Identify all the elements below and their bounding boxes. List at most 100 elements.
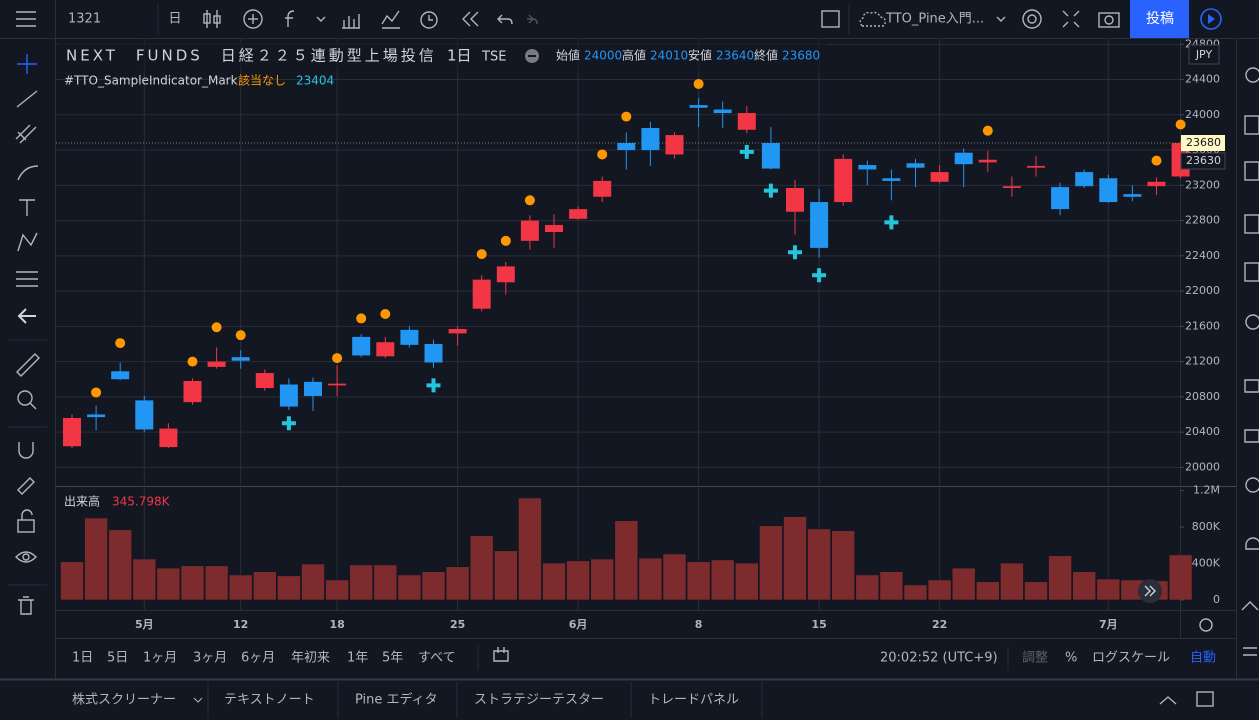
candle-body: [978, 159, 997, 163]
below-marker: [788, 245, 802, 260]
tab[interactable]: ストラテジーテスター: [474, 693, 604, 708]
drawing-tools[interactable]: [15, 54, 40, 615]
ohlc-label: 安値: [688, 48, 712, 63]
volume-bar: [1096, 578, 1121, 601]
above-marker: [91, 387, 102, 398]
date-range-icon[interactable]: [493, 647, 509, 662]
ohlc-value: 24010: [650, 49, 688, 63]
volume-bar: [493, 550, 518, 601]
volume-bar: [590, 558, 615, 601]
volume-bar: [373, 564, 398, 601]
tab[interactable]: 株式スクリーナー: [72, 693, 176, 708]
tab[interactable]: トレードパネル: [648, 693, 739, 708]
publish-label[interactable]: 投稿: [1146, 11, 1174, 27]
candle-body: [231, 357, 250, 361]
x-tick-label: 8: [695, 618, 703, 631]
auto-scale[interactable]: 自動: [1190, 651, 1216, 666]
volume-bar: [710, 559, 735, 601]
tab-bar: [0, 679, 1259, 720]
candle-body: [352, 336, 371, 356]
candle-body: [617, 143, 636, 151]
volume-bar: [421, 571, 446, 601]
volume-pane: [60, 497, 1193, 601]
range-button[interactable]: 5日: [107, 651, 128, 666]
range-button[interactable]: 1ヶ月: [143, 651, 177, 666]
candle-body: [906, 163, 925, 168]
y-tick-label: 22400: [1185, 249, 1220, 262]
percent[interactable]: %: [1065, 651, 1077, 666]
candle-body: [376, 342, 395, 357]
currency-box[interactable]: [1188, 44, 1220, 65]
scroll-icon: [1144, 585, 1156, 597]
tab-dropdown: [193, 697, 203, 703]
volume-bar: [325, 579, 349, 601]
log-scale[interactable]: ログスケール: [1092, 651, 1170, 666]
axes: 2000020400208002120021600220002240022800…: [135, 37, 1226, 631]
x-tick-label: 25: [450, 618, 465, 631]
y-tick-label: 21600: [1185, 319, 1220, 332]
volume-bar: [277, 575, 301, 601]
tab[interactable]: Pine エディタ: [355, 692, 438, 708]
below-marker: [281, 416, 296, 431]
volume-bar: [566, 560, 590, 601]
volume-bar: [662, 553, 687, 601]
interval[interactable]: 日: [168, 12, 181, 27]
range-button[interactable]: すべて: [418, 651, 456, 666]
tab[interactable]: テキストノート: [224, 693, 315, 708]
price-label: 23680: [1186, 136, 1221, 149]
candle-body: [834, 158, 853, 203]
clock: 20:02:52 (UTC+9): [880, 651, 998, 666]
candle-body: [593, 180, 612, 197]
range-button[interactable]: 3ヶ月: [193, 651, 227, 666]
volume-bar: [204, 565, 229, 601]
volume-bar: [349, 564, 374, 601]
volume-bar: [228, 574, 253, 601]
volume-bar: [831, 530, 856, 601]
volume-bar: [951, 567, 976, 601]
symbol[interactable]: 1321: [68, 12, 101, 27]
ohlc-legend: 始値 24000 高値 24010 安値 23640 終値 23680: [556, 48, 820, 63]
x-tick-label: 15: [811, 618, 826, 631]
ohlc-value: 23640: [716, 49, 754, 63]
y-tick-label: 23200: [1185, 178, 1220, 191]
ohlc-value: 24000: [584, 49, 622, 63]
above-marker: [211, 322, 222, 333]
collapse-icon[interactable]: [1159, 696, 1177, 705]
settings-icon[interactable]: [1199, 618, 1213, 632]
volume-bar: [783, 516, 807, 601]
publish-button[interactable]: [1130, 0, 1189, 38]
currency: JPY: [1195, 48, 1213, 61]
right-sidebar-icons[interactable]: [1241, 67, 1259, 656]
candle-body: [1075, 172, 1094, 187]
above-marker: [1175, 119, 1186, 130]
candle-body: [1027, 165, 1045, 168]
x-tick-label: 18: [329, 618, 344, 631]
above-marker: [115, 338, 126, 349]
below-marker: [812, 268, 827, 283]
above-marker: [693, 78, 704, 89]
volume-tick-label: 400K: [1192, 557, 1221, 570]
ohlc-value: 23680: [782, 49, 820, 63]
play-button[interactable]: [1200, 8, 1222, 30]
range-button[interactable]: 1日: [72, 651, 93, 666]
indicator-value: 23404: [296, 74, 334, 88]
y-tick-label: 21200: [1185, 355, 1220, 368]
range-button[interactable]: 6ヶ月: [241, 651, 275, 666]
maximize-icon[interactable]: [1196, 691, 1214, 707]
volume-bar: [84, 517, 108, 601]
menu-icon[interactable]: [16, 11, 36, 27]
volume-bar: [1048, 555, 1072, 601]
toolbar-icons[interactable]: [203, 9, 1120, 29]
candle-body: [641, 128, 660, 151]
range-button[interactable]: 5年: [382, 651, 403, 666]
adjust[interactable]: 調整: [1022, 651, 1048, 666]
candle-body: [496, 266, 515, 283]
volume-bar: [638, 557, 663, 601]
above-marker: [1151, 155, 1162, 166]
range-button[interactable]: 年初来: [291, 651, 330, 666]
volume-bar: [686, 561, 711, 601]
candle-body: [1051, 187, 1070, 210]
range-button[interactable]: 1年: [347, 651, 368, 666]
layout-name[interactable]: TTO_Pine入門...: [885, 12, 984, 27]
candle-body: [858, 165, 877, 170]
